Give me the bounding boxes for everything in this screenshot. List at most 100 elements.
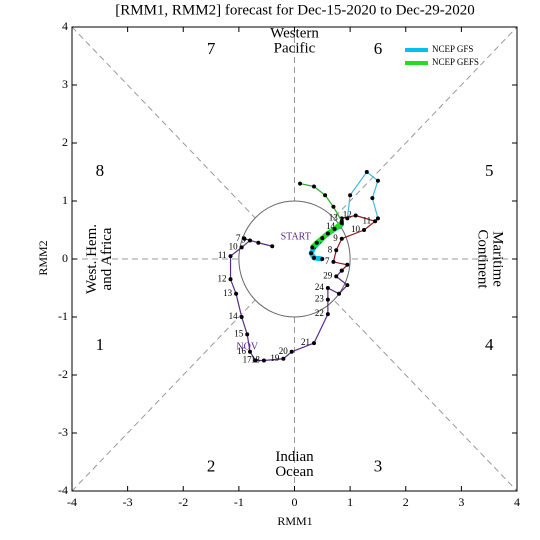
x-tick-label: -4 (67, 495, 77, 509)
trajectory-point (228, 254, 233, 259)
day-label: 19 (270, 353, 280, 363)
chart-title: [RMM1, RMM2] forecast for Dec-15-2020 to… (115, 2, 475, 18)
trajectory-point (310, 245, 315, 250)
phase-label: 3 (374, 457, 383, 476)
y-tick-label: -2 (58, 367, 68, 381)
day-label: 20 (279, 346, 289, 356)
day-label: 17 (243, 355, 253, 365)
trajectory-line (346, 171, 379, 219)
trajectory-point (289, 349, 294, 354)
trajectory-point (348, 193, 353, 198)
phase-label: 8 (96, 161, 105, 180)
day-label: 9 (242, 235, 247, 245)
y-tick-label: -3 (58, 425, 68, 439)
trajectory-point (245, 332, 250, 337)
y-tick-label: 2 (62, 135, 68, 149)
phase-label: 6 (374, 39, 383, 58)
day-label: 16 (237, 346, 247, 356)
trajectory-point (325, 297, 330, 302)
trajectory-point (325, 312, 330, 317)
y-tick-label: 1 (62, 193, 68, 207)
day-label: 29 (323, 270, 333, 280)
trajectory-point (261, 358, 266, 363)
trajectory-point (375, 178, 380, 183)
trajectory-point (311, 184, 316, 189)
trajectory-point (253, 358, 258, 363)
legend-label: NCEP GFS (432, 44, 473, 54)
day-label: 7 (236, 233, 241, 243)
trajectory-point (311, 255, 316, 260)
trajectory-point (314, 240, 319, 245)
unit-circle (238, 200, 351, 318)
region-label-line: Ocean (275, 464, 314, 480)
trajectory-point (345, 283, 350, 288)
region-label-line: and Africa (99, 227, 115, 290)
x-axis-label: RMM1 (277, 514, 312, 528)
phase-label: 4 (485, 335, 494, 354)
day-label: 18 (251, 355, 261, 365)
trajectory-point (323, 193, 328, 198)
phase-label: 2 (207, 457, 216, 476)
trajectory-point (339, 219, 344, 224)
trajectory-point (331, 259, 336, 264)
phase-label: 7 (207, 39, 216, 58)
trajectory-point (325, 231, 330, 236)
day-label: 11 (362, 215, 371, 225)
trajectory-point (320, 257, 325, 261)
x-tick-label: 0 (292, 495, 298, 509)
y-tick-label: 4 (62, 19, 68, 33)
day-label: 14 (229, 311, 239, 321)
region-label-line: West. Hem. (84, 224, 100, 294)
day-label: 12 (218, 273, 227, 283)
day-label: 12 (343, 210, 352, 220)
trajectory-point (234, 291, 239, 296)
day-label: 14 (326, 221, 336, 231)
trajectory-point (353, 213, 358, 218)
trajectory-point (325, 286, 330, 290)
trajectory-point (375, 216, 380, 221)
day-label: 13 (223, 288, 233, 298)
region-label: West. Hem. and Africa (84, 224, 115, 294)
annotation: NOV (236, 341, 258, 352)
day-label: 15 (234, 328, 244, 338)
region-label-line: Pacific (274, 40, 316, 56)
trajectory-point (370, 196, 375, 201)
x-tick-label: 1 (347, 495, 353, 509)
day-label: 10 (351, 224, 361, 234)
day-label: 7 (325, 256, 330, 266)
trajectory-point (332, 226, 337, 231)
x-tick-label: 2 (403, 495, 409, 509)
y-tick-label: -1 (58, 309, 68, 323)
trajectory-point (364, 170, 369, 174)
trajectory-point (373, 219, 378, 224)
day-label: 22 (315, 308, 324, 318)
trajectory-line (332, 214, 376, 272)
phase-label: 5 (485, 161, 494, 180)
annotation: START (281, 231, 311, 242)
x-tick-label: 4 (514, 495, 520, 509)
trajectory-point (248, 349, 252, 354)
trajectory-point (239, 315, 244, 319)
day-label: 24 (315, 282, 325, 292)
trajectory-point (256, 240, 261, 245)
x-tick-label: 3 (458, 495, 464, 509)
trajectory-point (270, 244, 275, 249)
trajectory-point (339, 236, 344, 241)
trajectory-point (239, 245, 244, 250)
trajectory-point (339, 268, 344, 273)
phase-label: 1 (96, 335, 105, 354)
y-tick-label: -4 (58, 483, 68, 497)
trajectory-point (334, 274, 339, 279)
day-label: 9 (333, 233, 338, 243)
trajectory-point (345, 262, 350, 267)
day-label: 13 (329, 212, 339, 222)
trajectory-point (320, 236, 325, 241)
x-tick-label: -3 (123, 495, 133, 509)
y-tick-label: 0 (62, 251, 68, 265)
region-label-line: Maritime (489, 231, 505, 287)
trajectory-point (311, 341, 316, 346)
region-label-line: Indian (275, 449, 314, 465)
